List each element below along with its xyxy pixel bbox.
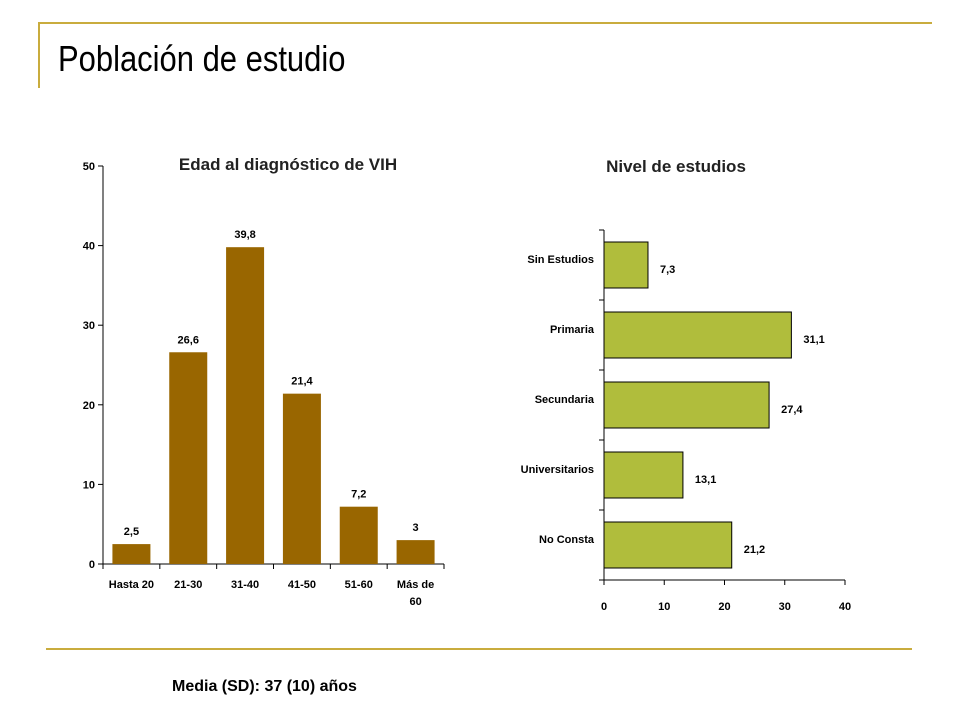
footnote-mean-sd: Media (SD): 37 (10) años bbox=[172, 678, 357, 695]
age-data-label: 7,2 bbox=[351, 489, 366, 501]
left-rule bbox=[38, 22, 40, 88]
edu-data-label: 31,1 bbox=[803, 334, 824, 346]
edu-data-label: 7,3 bbox=[660, 264, 675, 276]
edu-x-tick-label: 20 bbox=[718, 601, 730, 613]
age-bar bbox=[339, 506, 378, 564]
age-category-label: 51-60 bbox=[345, 579, 373, 591]
age-y-tick-label: 10 bbox=[83, 479, 95, 491]
age-bar bbox=[169, 352, 208, 564]
edu-bar bbox=[603, 311, 792, 359]
age-y-tick-label: 30 bbox=[83, 320, 95, 332]
age-category-label: 41-50 bbox=[288, 579, 316, 591]
edu-category-label: Sin Estudios bbox=[527, 254, 594, 266]
age-bar bbox=[396, 540, 435, 564]
edu-bar bbox=[603, 451, 684, 499]
edu-x-tick-label: 0 bbox=[601, 601, 607, 613]
age-y-tick-label: 50 bbox=[83, 161, 95, 173]
age-y-tick-label: 20 bbox=[83, 400, 95, 412]
edu-data-label: 27,4 bbox=[781, 404, 803, 416]
edu-bar bbox=[603, 241, 649, 289]
top-rule bbox=[40, 22, 932, 24]
age-data-label: 26,6 bbox=[178, 334, 199, 346]
age-data-label: 2,5 bbox=[124, 526, 139, 538]
edu-x-tick-label: 30 bbox=[779, 601, 791, 613]
edu-category-label: Primaria bbox=[550, 324, 595, 336]
edu-bar bbox=[603, 521, 733, 569]
age-category-label: Más de 60 bbox=[397, 579, 434, 608]
age-bar bbox=[112, 544, 151, 564]
age-chart-title: Edad al diagnóstico de VIH bbox=[179, 155, 397, 174]
page-title: Población de estudio bbox=[58, 38, 346, 79]
edu-data-label: 21,2 bbox=[744, 544, 765, 556]
edu-x-tick-label: 10 bbox=[658, 601, 670, 613]
edu-x-tick-label: 40 bbox=[839, 601, 851, 613]
edu-category-label: Universitarios bbox=[521, 464, 594, 476]
age-data-label: 39,8 bbox=[234, 229, 255, 241]
edu-bar bbox=[603, 381, 770, 429]
age-data-label: 21,4 bbox=[291, 376, 313, 388]
age-bar bbox=[282, 393, 321, 564]
age-category-label: Hasta 20 bbox=[109, 579, 154, 591]
age-category-label: 21-30 bbox=[174, 579, 202, 591]
age-y-tick-label: 0 bbox=[89, 559, 95, 571]
age-y-tick-label: 40 bbox=[83, 241, 95, 253]
bottom-rule bbox=[46, 648, 912, 650]
edu-category-label: No Consta bbox=[539, 534, 595, 546]
edu-category-label: Secundaria bbox=[535, 394, 595, 406]
education-chart-title: Nivel de estudios bbox=[606, 157, 746, 176]
age-category-label: 31-40 bbox=[231, 579, 259, 591]
age-data-label: 3 bbox=[413, 522, 419, 534]
age-bar bbox=[226, 247, 265, 564]
edu-data-label: 13,1 bbox=[695, 474, 716, 486]
